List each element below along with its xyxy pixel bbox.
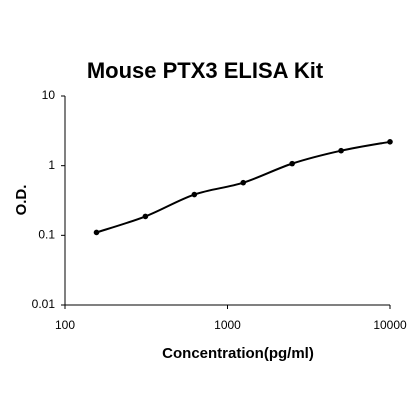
y-axis-label: O.D. bbox=[13, 185, 30, 216]
data-point bbox=[142, 213, 149, 220]
data-point bbox=[93, 229, 100, 236]
y-tick-label: 0.1 bbox=[38, 228, 55, 242]
data-point bbox=[289, 160, 295, 167]
y-tick-label: 1 bbox=[48, 158, 55, 172]
y-tick-label: 10 bbox=[42, 88, 56, 102]
data-point bbox=[240, 179, 247, 186]
x-tick-label: 10000 bbox=[373, 318, 407, 332]
x-tick-label: 1000 bbox=[214, 318, 241, 332]
x-tick-label: 100 bbox=[55, 318, 75, 332]
data-point bbox=[387, 139, 393, 145]
data-point bbox=[338, 147, 344, 154]
data-point bbox=[191, 191, 198, 198]
y-tick-label: 0.01 bbox=[32, 297, 56, 311]
fit-line bbox=[96, 140, 391, 234]
chart-title: Mouse PTX3 ELISA Kit bbox=[87, 58, 324, 83]
x-axis-label: Concentration(pg/ml) bbox=[162, 345, 314, 362]
